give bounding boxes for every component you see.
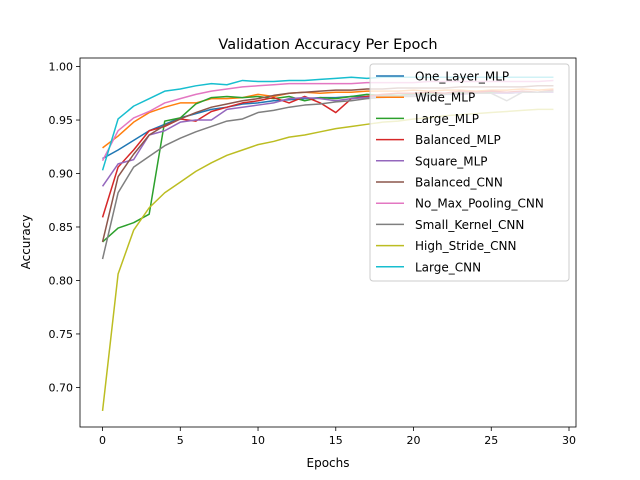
x-tick-label: 15 (329, 434, 343, 447)
x-tick-label: 20 (407, 434, 421, 447)
legend-label: Balanced_MLP (415, 133, 501, 147)
axes-border (79, 57, 577, 428)
x-axis-label: Epochs (307, 456, 350, 470)
legend: One_Layer_MLP Wide_MLP Large_MLP Balanced_M… (369, 63, 570, 282)
y-tick-label: 0.80 (49, 274, 74, 287)
y-axis-label: Accuracy (19, 215, 33, 270)
legend-label: Large_CNN (415, 260, 481, 274)
legend-label: Balanced_CNN (415, 176, 503, 190)
legend-label: High_Stride_CNN (415, 239, 517, 253)
y-tick-label: 0.90 (49, 168, 74, 181)
legend-label: Square_MLP (415, 154, 488, 168)
y-tick-label: 1.00 (49, 61, 74, 74)
legend-entries: One_Layer_MLP Wide_MLP Large_MLP Balanced_M… (376, 70, 544, 274)
x-tick-label: 10 (251, 434, 265, 447)
x-tick-label: 30 (562, 434, 576, 447)
x-tick-label: 25 (484, 434, 498, 447)
y-tick-label: 0.95 (49, 114, 74, 127)
legend-label: Small_Kernel_CNN (415, 218, 524, 232)
y-tick-label: 0.75 (49, 328, 74, 341)
y-axis-ticks: 0.70 0.75 0.80 0.85 0.90 0.95 1.00 (49, 61, 80, 394)
chart-title: Validation Accuracy Per Epoch (218, 37, 437, 53)
x-axis-ticks: 0 5 10 15 20 25 30 (99, 427, 576, 447)
legend-label: Wide_MLP (415, 91, 475, 105)
y-tick-label: 0.85 (49, 221, 74, 234)
x-tick-label: 0 (99, 434, 106, 447)
legend-label: Large_MLP (415, 112, 479, 126)
legend-box (369, 63, 570, 282)
x-tick-label: 5 (177, 434, 184, 447)
y-tick-label: 0.70 (49, 381, 74, 394)
legend-label: One_Layer_MLP (415, 70, 509, 84)
legend-label: No_Max_Pooling_CNN (415, 197, 544, 211)
